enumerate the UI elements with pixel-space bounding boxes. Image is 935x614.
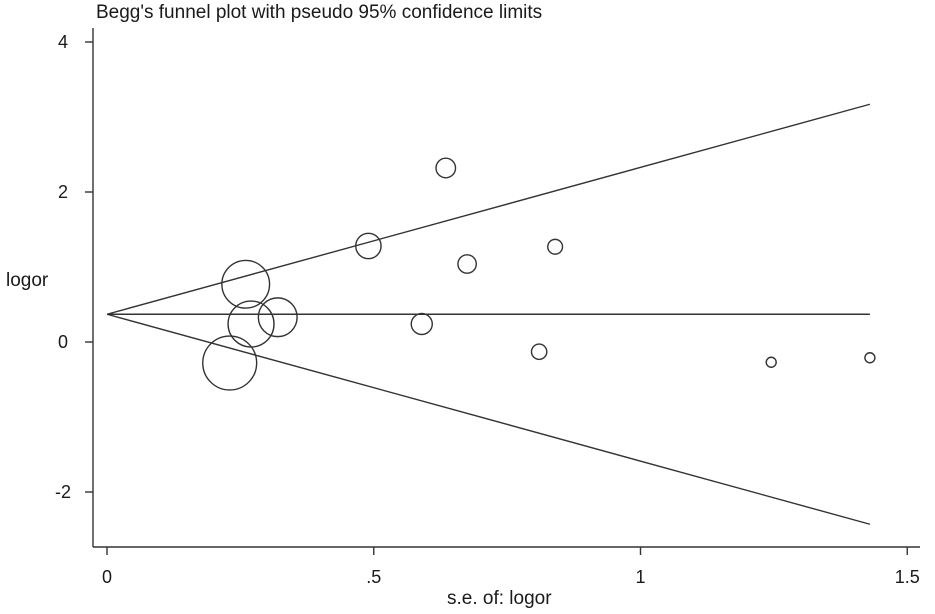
- study-point: [435, 157, 457, 179]
- y-axis-label: logor: [6, 270, 49, 291]
- y-tick-label: 0: [58, 332, 68, 352]
- study-point: [355, 232, 382, 260]
- chart-title: Begg's funnel plot with pseudo 95% confi…: [96, 2, 543, 23]
- x-tick-label: 1.5: [895, 567, 920, 587]
- study-point: [202, 335, 258, 391]
- y-tick-label: 4: [58, 32, 68, 52]
- x-tick-label: .5: [366, 567, 381, 587]
- y-tick-label: 2: [58, 182, 68, 202]
- upper-confidence-limit: [106, 103, 871, 315]
- study-point: [410, 312, 433, 336]
- study-point: [221, 259, 271, 309]
- study-point: [457, 254, 477, 274]
- study-point: [765, 356, 777, 368]
- x-tick-label: 0: [102, 567, 112, 587]
- study-point: [257, 297, 298, 338]
- x-tick-label: 1: [635, 567, 645, 587]
- x-axis-label: s.e. of: logor: [447, 588, 552, 609]
- study-point: [530, 343, 548, 361]
- study-point: [864, 352, 876, 364]
- y-tick-label: -2: [55, 482, 71, 502]
- lower-confidence-limit: [106, 313, 871, 525]
- study-point: [547, 238, 564, 255]
